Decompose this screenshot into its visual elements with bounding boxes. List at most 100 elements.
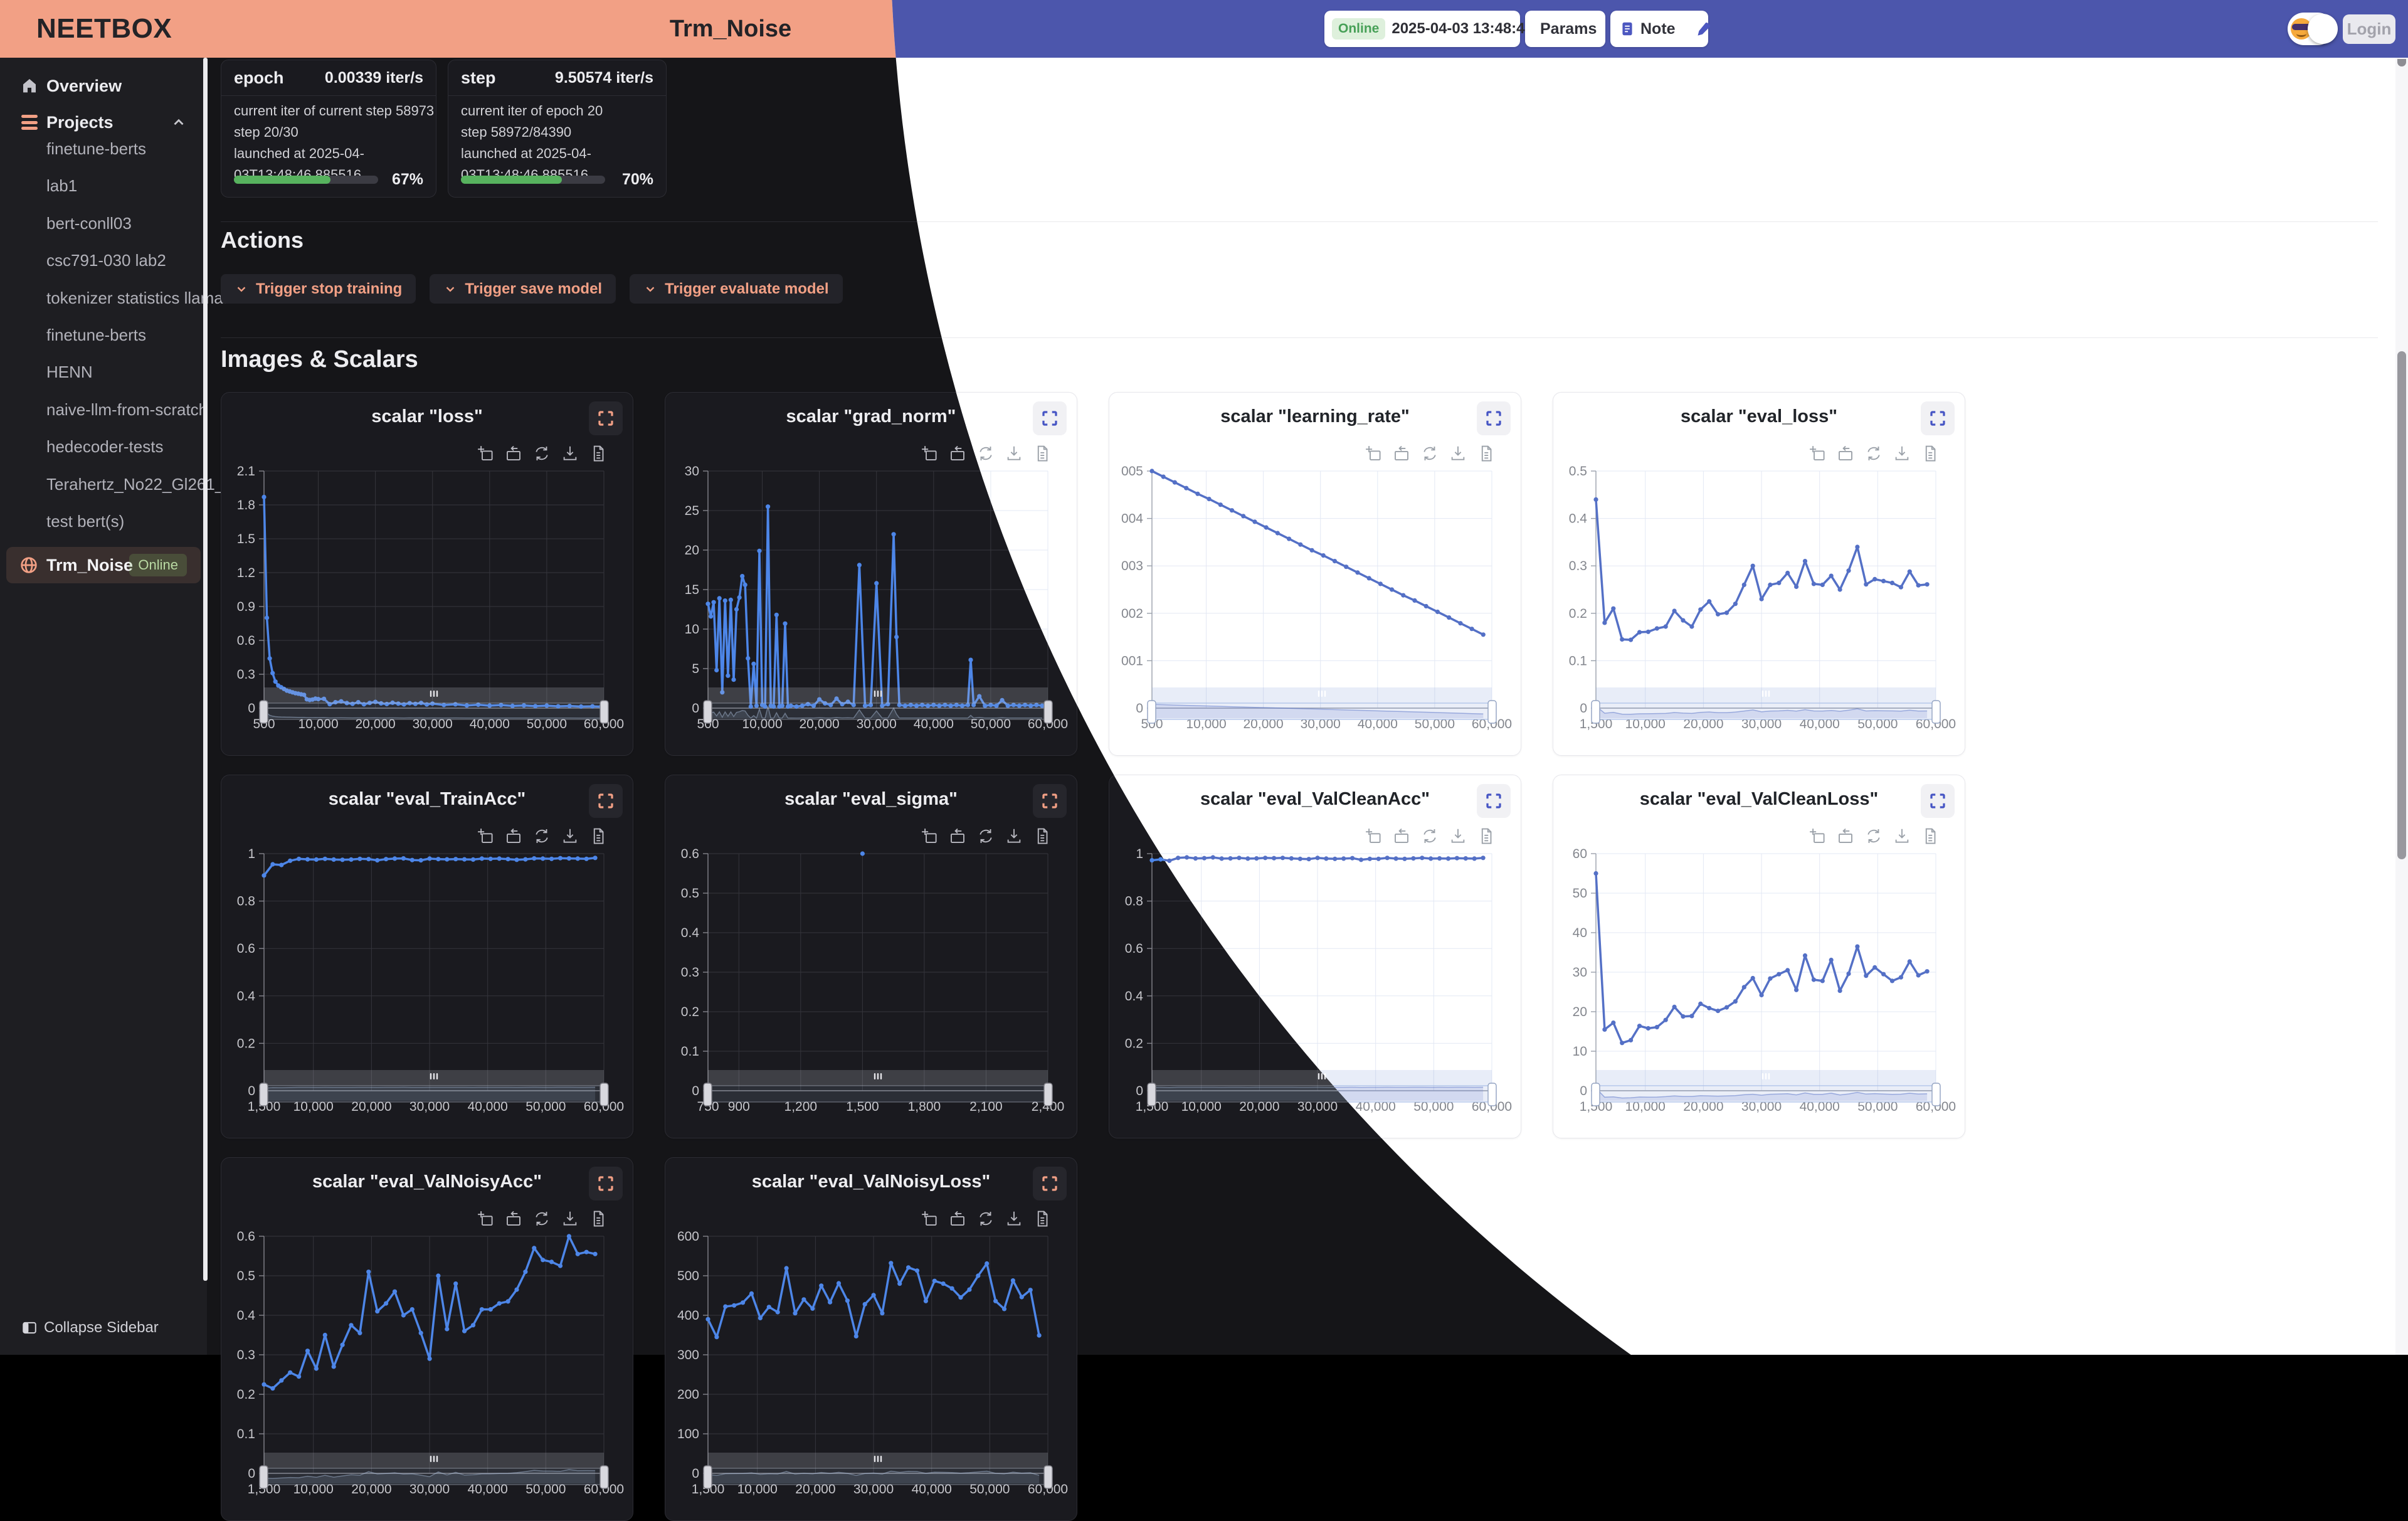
zoom-select-icon[interactable] <box>476 827 495 845</box>
sidebar-item-project[interactable]: tokenizer statistics llama... <box>46 289 237 307</box>
save-image-icon[interactable] <box>1449 827 1467 845</box>
zoom-select-icon[interactable] <box>476 444 495 463</box>
sidebar-item-project[interactable]: hedecoder-tests <box>46 437 164 456</box>
login-button[interactable]: Login <box>2343 14 2395 44</box>
data-view-icon[interactable] <box>589 1209 608 1228</box>
sidebar-item-project[interactable]: csc791-030 lab2 <box>46 251 166 270</box>
sidebar-item-project[interactable]: Terahertz_No22_Gl261_gl... <box>46 475 251 494</box>
save-image-icon[interactable] <box>1893 444 1911 463</box>
zoom-select-icon[interactable] <box>920 827 939 845</box>
save-image-icon[interactable] <box>1005 827 1023 845</box>
svg-text:50,000: 50,000 <box>527 717 567 731</box>
chart-plot[interactable]: 0 5 10 15 20 25 30 500 10,000 20,000 30,000 40,000 5… <box>665 452 1078 747</box>
save-image-icon[interactable] <box>561 827 579 845</box>
restore-icon[interactable] <box>1420 444 1439 463</box>
sidebar-item-projects[interactable]: Projects <box>0 104 207 140</box>
zoom-select-icon[interactable] <box>1808 827 1827 845</box>
zoom-reset-icon[interactable] <box>504 827 523 845</box>
zoom-select-icon[interactable] <box>476 1209 495 1228</box>
params-button[interactable]: Params <box>1525 11 1605 47</box>
data-view-icon[interactable] <box>1477 827 1496 845</box>
fullscreen-expand-button[interactable] <box>589 784 623 818</box>
data-view-icon[interactable] <box>1033 827 1052 845</box>
scrollbar-thumb[interactable] <box>2397 351 2406 859</box>
zoom-select-icon[interactable] <box>920 444 939 463</box>
zoom-reset-icon[interactable] <box>504 1209 523 1228</box>
zoom-select-icon[interactable] <box>1364 444 1383 463</box>
zoom-select-icon[interactable] <box>1808 444 1827 463</box>
sidebar-item-project[interactable]: test bert(s) <box>46 512 125 531</box>
fullscreen-expand-button[interactable] <box>1033 1167 1067 1200</box>
zoom-reset-icon[interactable] <box>1392 827 1411 845</box>
sidebar-item-project[interactable]: lab1 <box>46 176 78 195</box>
zoom-select-icon[interactable] <box>1364 827 1383 845</box>
data-view-icon[interactable] <box>589 827 608 845</box>
save-image-icon[interactable] <box>561 1209 579 1228</box>
chart-plot[interactable]: 0 0.1 0.2 0.3 0.4 0.5 1,500 10,000 20,000 30,000 4… <box>1553 452 1966 747</box>
scrollbar-arrow[interactable] <box>2397 59 2406 66</box>
theme-toggle[interactable] <box>2288 13 2338 45</box>
chart-plot[interactable]: 0 0.2 0.4 0.6 0.8 1 1,500 10,000 20,000 30,000 40,… <box>221 835 634 1130</box>
sidebar-item-label: Projects <box>46 112 114 132</box>
save-image-icon[interactable] <box>1005 1209 1023 1228</box>
restore-icon[interactable] <box>532 827 551 845</box>
save-image-icon[interactable] <box>1449 444 1467 463</box>
restore-icon[interactable] <box>1864 827 1883 845</box>
restore-icon[interactable] <box>1864 444 1883 463</box>
chart-plot[interactable]: 0 0.1 0.2 0.3 0.4 0.5 0.6 750 900 1,200 1,500 1,800… <box>665 835 1078 1130</box>
trigger-action-button[interactable]: Trigger save model <box>430 274 616 304</box>
zoom-reset-icon[interactable] <box>948 827 967 845</box>
restore-icon[interactable] <box>976 444 995 463</box>
zoom-reset-icon[interactable] <box>1836 444 1855 463</box>
restore-icon[interactable] <box>976 1209 995 1228</box>
fullscreen-expand-button[interactable] <box>1033 784 1067 818</box>
restore-icon[interactable] <box>976 827 995 845</box>
data-view-icon[interactable] <box>1477 444 1496 463</box>
chart-plot[interactable]: 0 0.3 0.6 0.9 1.2 1.5 1.8 2.1 500 10,000 20,000 30,… <box>221 452 634 747</box>
data-view-icon[interactable] <box>1033 1209 1052 1228</box>
collapse-sidebar-button[interactable]: Collapse Sidebar <box>0 1312 207 1343</box>
fullscreen-expand-button[interactable] <box>1033 401 1067 435</box>
chart-plot[interactable]: 0 0.2 0.4 0.6 0.8 1 1,500 10,000 20,000 30,000 40,… <box>1109 835 1522 1130</box>
save-image-icon[interactable] <box>561 444 579 463</box>
trigger-action-button[interactable]: Trigger stop training <box>221 274 416 304</box>
sidebar-item-project[interactable]: bert-conll03 <box>46 214 132 233</box>
zoom-reset-icon[interactable] <box>504 444 523 463</box>
fullscreen-expand-button[interactable] <box>1477 784 1511 818</box>
zoom-reset-icon[interactable] <box>1392 444 1411 463</box>
page-scrollbar[interactable] <box>2395 58 2408 1355</box>
sidebar-item-trm-noise-active[interactable]: Trm_Noise Online <box>6 547 201 583</box>
note-button[interactable]: Note <box>1610 11 1683 47</box>
fullscreen-expand-button[interactable] <box>1921 784 1955 818</box>
zoom-reset-icon[interactable] <box>1836 827 1855 845</box>
restore-icon[interactable] <box>532 444 551 463</box>
trigger-action-button[interactable]: Trigger evaluate model <box>630 274 843 304</box>
fullscreen-expand-button[interactable] <box>1921 401 1955 435</box>
chart-plot[interactable]: 0 10 20 30 40 50 60 1,500 10,000 20,000 30,000 40,0… <box>1553 835 1966 1130</box>
zoom-reset-icon[interactable] <box>948 1209 967 1228</box>
run-status-select[interactable]: Online 2025-04-03 13:48:43 <box>1324 11 1533 47</box>
data-view-icon[interactable] <box>1921 444 1940 463</box>
zoom-reset-icon[interactable] <box>948 444 967 463</box>
chart-plot[interactable]: 0 001 002 003 004 005 500 10,000 20,000 30,000 40,… <box>1109 452 1522 747</box>
zoom-select-icon[interactable] <box>920 1209 939 1228</box>
data-view-icon[interactable] <box>589 444 608 463</box>
fullscreen-expand-button[interactable] <box>1477 401 1511 435</box>
sidebar-item-overview[interactable]: Overview <box>0 68 207 104</box>
sidebar-item-project[interactable]: finetune-berts <box>46 139 146 158</box>
data-view-icon[interactable] <box>1033 444 1052 463</box>
save-image-icon[interactable] <box>1893 827 1911 845</box>
sidebar-item-project[interactable]: HENN <box>46 363 93 381</box>
restore-icon[interactable] <box>532 1209 551 1228</box>
sidebar-scrollbar[interactable] <box>203 58 208 1281</box>
sidebar-item-project[interactable]: naive-llm-from-scratch <box>46 400 208 419</box>
edit-note-button[interactable] <box>1696 11 1712 47</box>
fullscreen-expand-button[interactable] <box>589 401 623 435</box>
fullscreen-expand-button[interactable] <box>589 1167 623 1200</box>
sidebar-item-project[interactable]: finetune-berts <box>46 326 146 344</box>
data-view-icon[interactable] <box>1921 827 1940 845</box>
save-image-icon[interactable] <box>1005 444 1023 463</box>
restore-icon[interactable] <box>1420 827 1439 845</box>
